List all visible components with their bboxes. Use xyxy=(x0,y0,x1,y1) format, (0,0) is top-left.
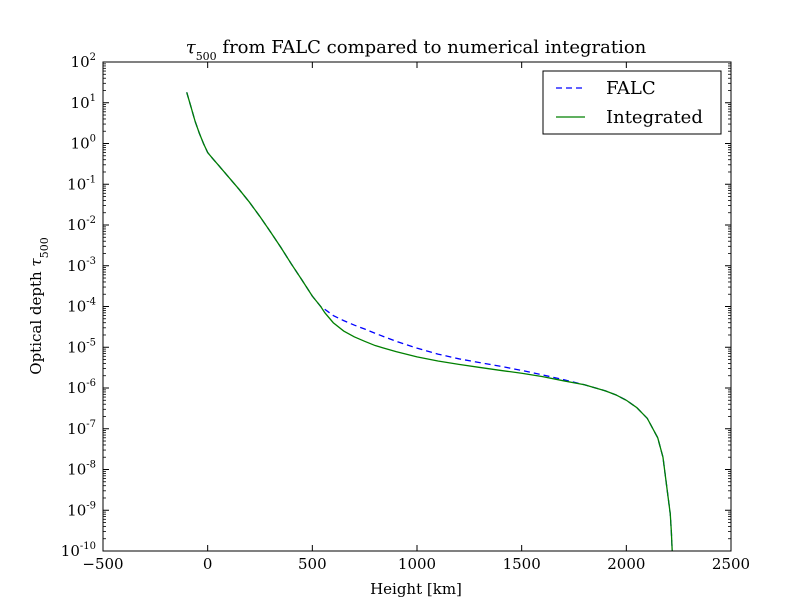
y-tick-label: 10-3 xyxy=(67,256,96,275)
y-tick-label: 10-4 xyxy=(67,297,96,316)
y-tick-label: 10-5 xyxy=(67,337,96,356)
axes: −500 0 500 1000 1500 2000 2500 102 101 100 10-1 10-… xyxy=(61,52,750,573)
plot-area xyxy=(186,92,673,551)
x-tick-label: 0 xyxy=(203,555,213,573)
legend-label-falc: FALC xyxy=(606,78,656,99)
x-axis-label: Height [km] xyxy=(370,580,462,598)
series-line-integrated xyxy=(186,92,673,551)
y-tick-label: 10-9 xyxy=(67,500,96,519)
y-tick-label: 102 xyxy=(71,52,96,71)
chart-title-subscript: 500 xyxy=(196,50,217,63)
x-tick-label: 2000 xyxy=(607,555,645,573)
y-tick-label: 10-1 xyxy=(67,174,96,193)
legend-box xyxy=(542,70,722,135)
x-tick-label: 1500 xyxy=(503,555,541,573)
y-axis-label: Optical depth τ500 xyxy=(27,237,51,374)
x-tick-label: −500 xyxy=(82,555,123,573)
chart-title-rest: from FALC compared to numerical integrat… xyxy=(217,37,647,58)
y-tick-label: 10-10 xyxy=(61,541,96,560)
y-tick-label: 101 xyxy=(71,93,96,112)
y-tick-label: 10-6 xyxy=(67,378,96,397)
legend-label-integrated: Integrated xyxy=(606,107,703,128)
y-tick-label: 10-8 xyxy=(67,460,96,479)
x-tick-label: 500 xyxy=(298,555,327,573)
chart-title: τ500 from FALC compared to numerical int… xyxy=(186,37,647,63)
y-tick-label: 10-2 xyxy=(67,215,96,234)
x-tick-label: 1000 xyxy=(398,555,436,573)
y-tick-label: 10-7 xyxy=(67,419,96,438)
x-tick-label: 2500 xyxy=(712,555,750,573)
y-tick-label: 100 xyxy=(71,134,96,153)
legend: FALC Integrated xyxy=(542,70,722,135)
